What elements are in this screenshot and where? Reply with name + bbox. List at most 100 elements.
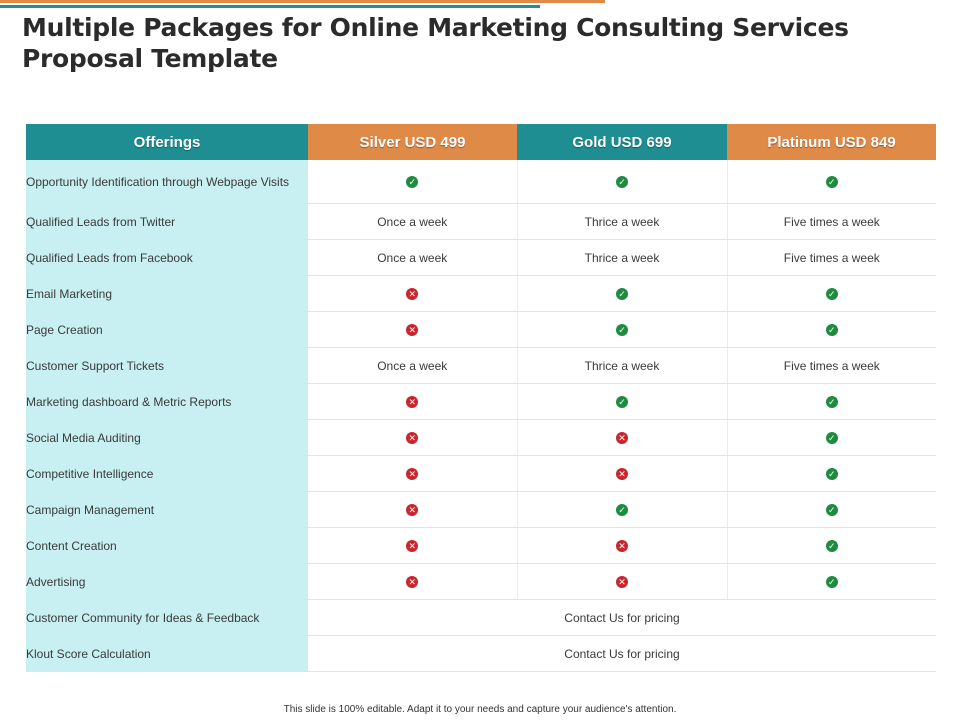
gold-cell: ✕ xyxy=(516,455,727,492)
header-gold: Gold USD 699 xyxy=(517,124,727,160)
offering-label: Campaign Management xyxy=(26,491,308,528)
footer-note: This slide is 100% editable. Adapt it to… xyxy=(283,704,677,715)
table-row: Qualified Leads from Twitter Once a week T… xyxy=(26,203,936,240)
offering-label: Email Marketing xyxy=(26,275,308,312)
offering-label: Qualified Leads from Facebook xyxy=(26,239,308,276)
gold-cell: ✕ xyxy=(516,527,727,564)
check-icon: ✓ xyxy=(616,396,628,409)
platinum-cell: ✓ xyxy=(726,563,936,600)
offering-label: Klout Score Calculation xyxy=(26,635,308,672)
silver-cell: ✕ xyxy=(308,419,517,456)
platinum-cell: ✓ xyxy=(726,275,936,312)
silver-cell: ✕ xyxy=(308,275,517,312)
header-silver: Silver USD 499 xyxy=(308,124,517,160)
table-row: Email Marketing ✕ ✓ ✓ xyxy=(26,275,936,312)
platinum-cell: ✓ xyxy=(726,383,936,420)
gold-cell: ✓ xyxy=(516,160,727,204)
silver-cell: Once a week xyxy=(308,347,517,384)
check-icon: ✓ xyxy=(616,176,628,189)
platinum-cell: Five times a week xyxy=(726,203,936,240)
check-icon: ✓ xyxy=(616,504,628,517)
header-platinum: Platinum USD 849 xyxy=(727,124,936,160)
gold-cell: ✓ xyxy=(516,383,727,420)
cross-icon: ✕ xyxy=(406,396,419,409)
platinum-cell: Five times a week xyxy=(726,347,936,384)
table-row: Qualified Leads from Facebook Once a week… xyxy=(26,239,936,276)
gold-cell: Thrice a week xyxy=(516,203,727,240)
cross-icon: ✕ xyxy=(406,288,419,301)
gold-cell: Thrice a week xyxy=(516,239,727,276)
table-row: Page Creation ✕ ✓ ✓ xyxy=(26,311,936,348)
check-icon: ✓ xyxy=(825,504,838,517)
platinum-cell: ✓ xyxy=(726,491,936,528)
top-accent-bar xyxy=(0,0,605,8)
gold-cell: ✓ xyxy=(516,491,727,528)
header-offerings: Offerings xyxy=(26,124,308,160)
cross-icon: ✕ xyxy=(406,432,419,445)
check-icon: ✓ xyxy=(825,288,838,301)
gold-cell: ✕ xyxy=(516,419,727,456)
offering-label: Customer Community for Ideas & Feedback xyxy=(26,599,308,636)
merged-pricing-cell: Contact Us for pricing xyxy=(308,599,936,636)
check-icon: ✓ xyxy=(616,288,628,301)
table-row: Social Media Auditing ✕ ✕ ✓ xyxy=(26,419,936,456)
silver-cell: ✕ xyxy=(308,563,517,600)
check-icon: ✓ xyxy=(825,396,838,409)
offering-label: Customer Support Tickets xyxy=(26,347,308,384)
cross-icon: ✕ xyxy=(616,576,628,589)
table-body: Opportunity Identification through Webpa… xyxy=(26,160,936,672)
silver-cell: ✕ xyxy=(308,311,517,348)
check-icon: ✓ xyxy=(825,176,838,189)
cross-icon: ✕ xyxy=(616,432,628,445)
table-row: Customer Community for Ideas & Feedback C… xyxy=(26,599,936,636)
silver-cell: ✓ xyxy=(308,160,517,204)
silver-cell: ✕ xyxy=(308,455,517,492)
table-row: Content Creation ✕ ✕ ✓ xyxy=(26,527,936,564)
table-row: Customer Support Tickets Once a week Thric… xyxy=(26,347,936,384)
offering-label: Advertising xyxy=(26,563,308,600)
platinum-cell: ✓ xyxy=(726,455,936,492)
platinum-cell: ✓ xyxy=(726,527,936,564)
platinum-cell: ✓ xyxy=(726,160,936,204)
cross-icon: ✕ xyxy=(616,468,628,481)
accent-line-orange xyxy=(0,0,605,3)
silver-cell: ✕ xyxy=(308,491,517,528)
merged-pricing-cell: Contact Us for pricing xyxy=(308,635,936,672)
check-icon: ✓ xyxy=(825,576,838,589)
platinum-cell: ✓ xyxy=(726,311,936,348)
table-header-row: Offerings Silver USD 499 Gold USD 699 Pl… xyxy=(26,124,936,160)
table-row: Campaign Management ✕ ✓ ✓ xyxy=(26,491,936,528)
silver-cell: ✕ xyxy=(308,383,517,420)
check-icon: ✓ xyxy=(825,540,838,553)
offering-label: Competitive Intelligence xyxy=(26,455,308,492)
table-row: Competitive Intelligence ✕ ✕ ✓ xyxy=(26,455,936,492)
table-row: Advertising ✕ ✕ ✓ xyxy=(26,563,936,600)
check-icon: ✓ xyxy=(825,468,838,481)
table-row: Klout Score Calculation Contact Us for pr… xyxy=(26,635,936,672)
cross-icon: ✕ xyxy=(406,576,419,589)
cross-icon: ✕ xyxy=(406,324,419,337)
check-icon: ✓ xyxy=(825,432,838,445)
cross-icon: ✕ xyxy=(406,540,419,553)
table-row: Opportunity Identification through Webpa… xyxy=(26,160,936,204)
cross-icon: ✕ xyxy=(616,540,628,553)
pricing-table: Offerings Silver USD 499 Gold USD 699 Pl… xyxy=(26,124,936,672)
cross-icon: ✕ xyxy=(406,504,419,517)
gold-cell: ✕ xyxy=(516,563,727,600)
cross-icon: ✕ xyxy=(406,468,419,481)
offering-label: Content Creation xyxy=(26,527,308,564)
offering-label: Page Creation xyxy=(26,311,308,348)
gold-cell: ✓ xyxy=(516,275,727,312)
gold-cell: Thrice a week xyxy=(516,347,727,384)
silver-cell: Once a week xyxy=(308,203,517,240)
offering-label: Social Media Auditing xyxy=(26,419,308,456)
table-row: Marketing dashboard & Metric Reports ✕ ✓ ✓ xyxy=(26,383,936,420)
accent-line-teal xyxy=(0,5,540,8)
silver-cell: Once a week xyxy=(308,239,517,276)
platinum-cell: ✓ xyxy=(726,419,936,456)
slide-title: Multiple Packages for Online Marketing C… xyxy=(22,13,849,73)
gold-cell: ✓ xyxy=(516,311,727,348)
platinum-cell: Five times a week xyxy=(726,239,936,276)
offering-label: Qualified Leads from Twitter xyxy=(26,203,308,240)
offering-label: Marketing dashboard & Metric Reports xyxy=(26,383,308,420)
